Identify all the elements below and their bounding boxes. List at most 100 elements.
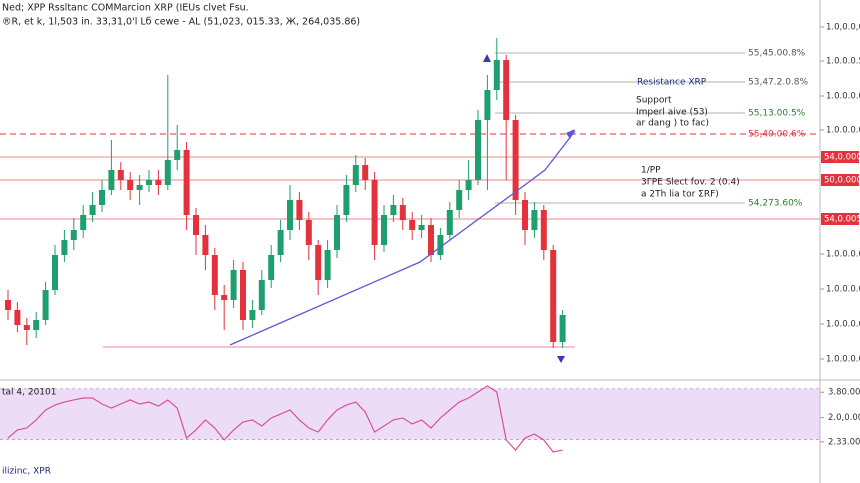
rsi-title: tal 4, 20101 <box>2 388 56 398</box>
candle-body <box>258 280 265 310</box>
candle-body <box>174 150 181 160</box>
level-label: 55,13.00.5% <box>748 109 806 119</box>
level-label: 50,0.000 <box>824 176 860 186</box>
candle-body <box>268 255 275 280</box>
trend-line <box>229 130 576 346</box>
annotation: 3ΓΡΕ Slect fov. 2 (0.4) <box>641 178 740 188</box>
candle-body <box>99 190 105 205</box>
rsi-line <box>7 385 563 453</box>
candle-body <box>33 320 40 330</box>
annotation: Imperl aive (53) <box>636 108 708 118</box>
y-tick-label: 1.0,0.0,0 <box>826 23 860 33</box>
candle-body <box>409 220 416 230</box>
candle-body <box>164 160 171 185</box>
candle-body <box>362 165 369 180</box>
annotation: ar dang ) to fac) <box>636 119 709 129</box>
candle-body <box>136 185 143 190</box>
candle-body <box>221 295 228 300</box>
candle-body <box>202 235 209 255</box>
level-label: 54,273.60% <box>748 199 803 209</box>
candle-body <box>475 120 481 180</box>
y-tick-label: 2.0,0.00 <box>828 413 860 423</box>
candle-body <box>240 270 246 320</box>
candle-body <box>89 205 96 215</box>
candle-body <box>70 230 77 240</box>
candle-body <box>61 240 68 255</box>
chart-title: Ned; XPP Rssltanc COMMarcion XRP (IEUs c… <box>2 3 249 14</box>
candle-body <box>183 150 190 215</box>
level-label: 55,40.00.6% <box>748 130 806 140</box>
y-tick-label: 1.0.0.0.5 <box>826 57 860 67</box>
annotation: Support <box>636 96 672 106</box>
candle-body <box>522 200 528 230</box>
y-tick-label: 1.0.0.0.0 <box>826 320 860 330</box>
candle-body <box>277 230 284 255</box>
level-tag <box>821 174 859 186</box>
candle-body <box>193 215 199 235</box>
candle-body <box>343 185 350 215</box>
candle-body <box>418 225 425 230</box>
y-tick-label: 1.0.0.0.0 <box>826 285 860 295</box>
candle-body <box>352 165 359 185</box>
candle-body <box>456 190 463 210</box>
candle-body <box>531 210 538 230</box>
footer: ilizinc, XPR <box>2 467 51 477</box>
annotation: 1/PP <box>641 166 661 176</box>
level-tag <box>821 151 859 163</box>
candle-body <box>390 205 397 215</box>
candle-body <box>512 120 519 200</box>
candle-body <box>324 250 331 280</box>
candle-body <box>108 170 115 190</box>
rsi-band <box>0 388 820 440</box>
candle-body <box>503 60 510 120</box>
level-label: 54,0.005 <box>824 215 860 225</box>
candle-body <box>42 290 49 320</box>
y-tick-label: 1.0.0.0.0 <box>826 92 860 102</box>
candle-body <box>446 210 453 235</box>
candle-body <box>296 200 303 220</box>
candle-body <box>550 250 557 342</box>
candle-body <box>381 215 387 245</box>
plot-layer: 1.0,0.0,0 1.0.0.0.5 1.0.0.0.0 1.0.0.0.0 1.0.… <box>0 23 860 453</box>
candle-body <box>211 255 218 295</box>
candle-body <box>465 180 472 190</box>
candle-body <box>117 170 124 180</box>
y-tick-label: 1.0.0.0.0 <box>826 126 860 136</box>
level-label: 53,47.2.0.8% <box>748 78 809 88</box>
level-label: 55,45.00.8% <box>748 49 806 59</box>
annotation: a 2Th lia tor ΣRF) <box>641 190 719 200</box>
candle-body <box>305 220 312 245</box>
level-label: 54,0.000 <box>824 153 860 163</box>
candle-body <box>155 180 162 185</box>
candle-body <box>146 180 152 185</box>
candle-body <box>5 300 11 310</box>
y-tick-label: 3.80.00 <box>828 388 860 398</box>
candle-body <box>230 270 237 300</box>
candle-body <box>399 205 406 220</box>
candle-body <box>371 180 378 245</box>
candle-body <box>80 215 87 230</box>
candle-body <box>484 90 491 120</box>
candle-body <box>428 225 434 255</box>
low-marker <box>557 356 565 363</box>
candle-body <box>52 255 58 290</box>
candle-body <box>127 180 134 190</box>
candle-body <box>315 245 322 280</box>
y-tick-label: 1.0.0.0.0 <box>826 355 860 365</box>
candle-body <box>493 60 500 90</box>
candle-body <box>559 315 566 342</box>
candle-body <box>14 310 21 325</box>
peak-marker <box>483 54 491 62</box>
annotation: Resistance XRP <box>637 78 707 88</box>
candle-body <box>249 310 256 320</box>
level-tag <box>821 213 859 225</box>
y-tick-label: 2.33.00 <box>828 437 860 447</box>
chart-subtitle: ®R, et k, 1l,503 in. 33,31,0'l Lб cewe -… <box>2 17 360 28</box>
candle-body <box>23 325 30 330</box>
candle-body <box>287 200 293 230</box>
candle-body <box>437 235 444 255</box>
trend-arrow <box>566 129 575 139</box>
candle-body <box>334 215 340 250</box>
